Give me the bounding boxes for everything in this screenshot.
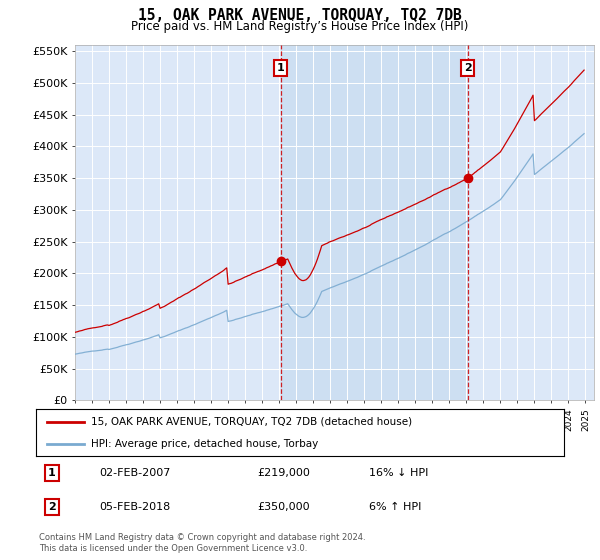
Text: Price paid vs. HM Land Registry’s House Price Index (HPI): Price paid vs. HM Land Registry’s House … bbox=[131, 20, 469, 32]
Text: £219,000: £219,000 bbox=[258, 468, 311, 478]
Text: 1: 1 bbox=[277, 63, 284, 73]
Text: 02-FEB-2007: 02-FEB-2007 bbox=[100, 468, 171, 478]
Text: 15, OAK PARK AVENUE, TORQUAY, TQ2 7DB (detached house): 15, OAK PARK AVENUE, TORQUAY, TQ2 7DB (d… bbox=[91, 417, 413, 427]
Text: HPI: Average price, detached house, Torbay: HPI: Average price, detached house, Torb… bbox=[91, 438, 319, 449]
Text: 2: 2 bbox=[48, 502, 56, 512]
Text: £350,000: £350,000 bbox=[258, 502, 310, 512]
Text: Contains HM Land Registry data © Crown copyright and database right 2024.
This d: Contains HM Land Registry data © Crown c… bbox=[39, 533, 365, 553]
Text: 05-FEB-2018: 05-FEB-2018 bbox=[100, 502, 170, 512]
Bar bbox=[281, 45, 468, 400]
Text: 2: 2 bbox=[464, 63, 472, 73]
Text: 1: 1 bbox=[48, 468, 56, 478]
Text: 6% ↑ HPI: 6% ↑ HPI bbox=[368, 502, 421, 512]
Text: 15, OAK PARK AVENUE, TORQUAY, TQ2 7DB: 15, OAK PARK AVENUE, TORQUAY, TQ2 7DB bbox=[138, 8, 462, 24]
Text: 16% ↓ HPI: 16% ↓ HPI bbox=[368, 468, 428, 478]
